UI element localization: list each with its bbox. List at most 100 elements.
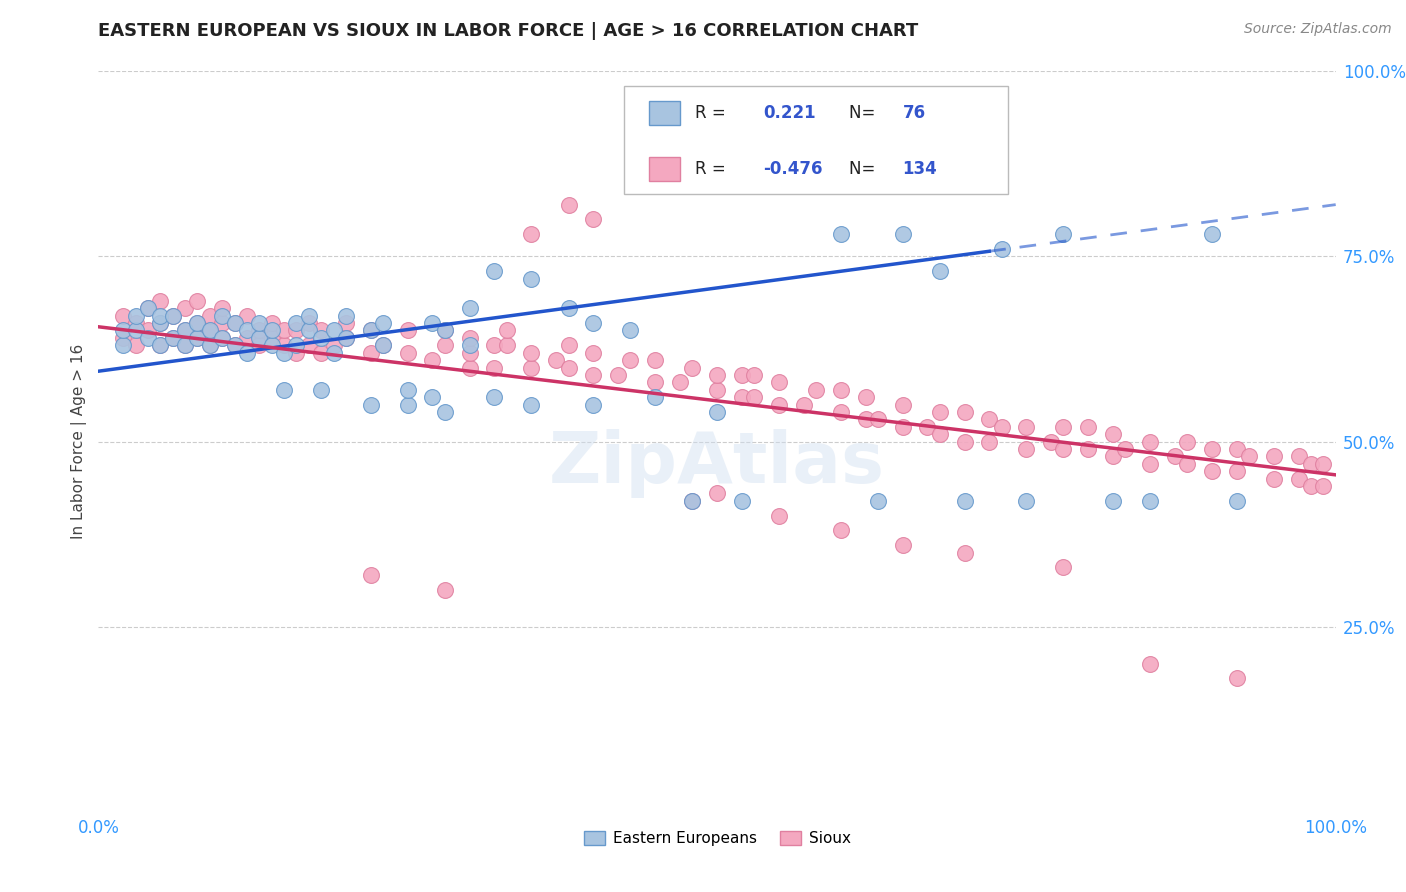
Point <box>557 338 579 352</box>
Point <box>1052 419 1074 434</box>
Point <box>433 405 456 419</box>
Point <box>669 376 692 390</box>
Point <box>891 419 914 434</box>
Point <box>768 376 790 390</box>
Point <box>1102 450 1125 464</box>
Point <box>433 582 456 597</box>
Text: 76: 76 <box>903 103 925 122</box>
Point <box>644 376 666 390</box>
Point <box>1164 450 1187 464</box>
Point <box>1312 479 1334 493</box>
Point <box>236 331 259 345</box>
Point <box>309 383 332 397</box>
Point <box>458 345 481 359</box>
Point <box>433 338 456 352</box>
Text: 134: 134 <box>903 160 938 178</box>
Point <box>1201 442 1223 456</box>
Point <box>953 493 976 508</box>
Point <box>396 345 419 359</box>
Text: EASTERN EUROPEAN VS SIOUX IN LABOR FORCE | AGE > 16 CORRELATION CHART: EASTERN EUROPEAN VS SIOUX IN LABOR FORCE… <box>98 22 918 40</box>
Point <box>830 383 852 397</box>
Point <box>124 324 146 338</box>
Point <box>458 360 481 375</box>
Point <box>360 324 382 338</box>
Point <box>1015 442 1038 456</box>
Point <box>273 324 295 338</box>
Point <box>260 331 283 345</box>
Point <box>731 390 754 404</box>
Point <box>582 345 605 359</box>
Point <box>236 309 259 323</box>
Point <box>681 493 703 508</box>
Point <box>422 316 444 330</box>
Point <box>198 338 221 352</box>
Point <box>1052 560 1074 574</box>
Point <box>681 493 703 508</box>
Point <box>953 546 976 560</box>
Point <box>520 397 543 411</box>
Point <box>582 397 605 411</box>
Point <box>186 293 208 308</box>
Point <box>1139 657 1161 671</box>
Point <box>484 360 506 375</box>
Point <box>1077 442 1099 456</box>
Point <box>804 383 827 397</box>
Point <box>866 412 889 426</box>
Point <box>162 309 184 323</box>
Point <box>793 397 815 411</box>
Point <box>928 264 950 278</box>
Point <box>371 316 394 330</box>
Point <box>706 486 728 500</box>
Point <box>433 324 456 338</box>
Point <box>1102 427 1125 442</box>
Point <box>396 324 419 338</box>
Point <box>285 324 308 338</box>
Point <box>891 227 914 242</box>
Point <box>224 316 246 330</box>
Point <box>619 324 641 338</box>
Point <box>520 360 543 375</box>
Point <box>211 316 233 330</box>
Point <box>928 427 950 442</box>
Point <box>247 324 270 338</box>
Point <box>136 301 159 316</box>
Point <box>162 331 184 345</box>
Point <box>1139 457 1161 471</box>
Text: N=: N= <box>849 160 882 178</box>
Point <box>298 316 321 330</box>
Point <box>768 397 790 411</box>
Point <box>484 390 506 404</box>
Point <box>247 316 270 330</box>
Point <box>198 338 221 352</box>
Legend: Eastern Europeans, Sioux: Eastern Europeans, Sioux <box>578 824 856 852</box>
Point <box>211 301 233 316</box>
Point <box>174 338 197 352</box>
Point <box>260 338 283 352</box>
Point <box>1237 450 1260 464</box>
Point <box>298 309 321 323</box>
Point <box>309 345 332 359</box>
Point <box>855 412 877 426</box>
Point <box>557 301 579 316</box>
Point <box>422 353 444 368</box>
Point <box>1139 493 1161 508</box>
Point <box>1077 419 1099 434</box>
Bar <box>650 101 681 125</box>
Text: -0.476: -0.476 <box>763 160 823 178</box>
Point <box>422 390 444 404</box>
Point <box>830 524 852 538</box>
Point <box>1175 457 1198 471</box>
Point <box>136 301 159 316</box>
Point <box>1114 442 1136 456</box>
Point <box>1299 457 1322 471</box>
Point <box>582 212 605 227</box>
Bar <box>650 157 681 181</box>
Point <box>112 338 135 352</box>
Point <box>309 324 332 338</box>
Point <box>1299 479 1322 493</box>
Point <box>731 493 754 508</box>
Point <box>273 338 295 352</box>
Point <box>484 264 506 278</box>
Point <box>260 324 283 338</box>
Point <box>706 368 728 382</box>
